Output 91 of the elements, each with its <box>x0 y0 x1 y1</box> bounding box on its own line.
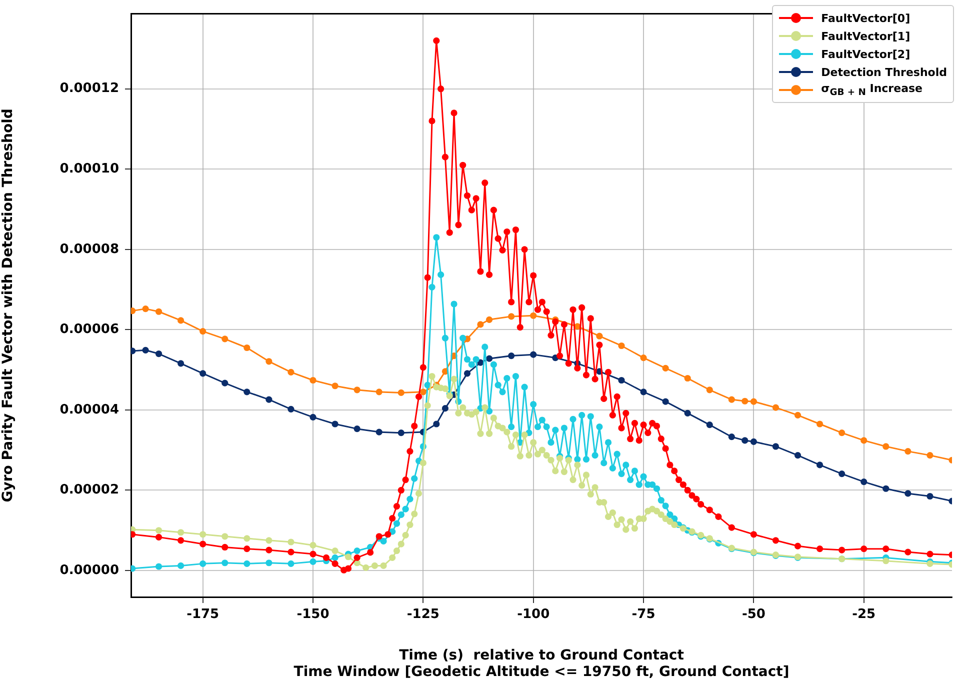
point <box>618 376 625 384</box>
point <box>728 396 735 403</box>
point <box>433 420 440 428</box>
y-tick-label: 0.00008 <box>60 242 119 257</box>
y-tick-label: 0.00012 <box>60 81 119 96</box>
y-tick-label: 0.00006 <box>60 322 119 338</box>
point <box>838 430 846 436</box>
point <box>442 405 449 412</box>
point <box>266 396 272 403</box>
point <box>684 410 691 416</box>
point <box>860 478 868 486</box>
point <box>882 485 890 492</box>
point <box>398 430 404 436</box>
x-axis-title: Time (s) relative to Ground Contact Time Window [Geodetic Altitude <= 19750 ft, Ground Contact] <box>294 647 790 680</box>
legend-label: FaultVector[2] <box>821 48 910 60</box>
y-tick-label: 0.00002 <box>60 482 119 498</box>
point <box>142 306 149 312</box>
point <box>508 313 515 320</box>
point <box>244 388 250 396</box>
point <box>464 370 471 377</box>
point <box>178 317 184 324</box>
point <box>332 420 338 428</box>
point <box>155 350 162 358</box>
point <box>640 354 647 362</box>
x-tick-label: -75 <box>632 607 656 622</box>
legend-label: Detection Threshold <box>821 66 947 78</box>
point <box>838 470 846 478</box>
point <box>860 437 868 444</box>
point <box>288 406 294 412</box>
y-axis-title: Gyro Parity Fault Vector with Detection Threshold <box>0 108 16 502</box>
x-tick-label: -175 <box>186 607 220 622</box>
point <box>706 386 713 394</box>
point <box>200 370 206 377</box>
point <box>816 420 824 428</box>
y-tick-label: 0.00010 <box>60 162 119 177</box>
point <box>750 398 757 405</box>
point <box>200 328 206 335</box>
point <box>904 490 912 497</box>
x-tick-label: -25 <box>852 607 876 622</box>
point <box>142 346 149 354</box>
point <box>530 312 537 319</box>
point <box>662 364 669 372</box>
point <box>288 368 294 376</box>
point <box>332 382 338 390</box>
point <box>486 316 493 323</box>
legend-label: FaultVector[0] <box>821 12 910 24</box>
point <box>486 355 493 362</box>
point <box>882 443 890 450</box>
point <box>477 321 484 328</box>
legend-label: FaultVector[1] <box>821 30 910 42</box>
point <box>310 414 316 420</box>
x-tick-label: -100 <box>517 607 550 622</box>
point <box>244 344 250 352</box>
point <box>530 351 537 358</box>
x-tick-label: -125 <box>406 607 440 622</box>
y-tick-label: 0.00000 <box>60 562 119 578</box>
point <box>354 386 360 394</box>
point <box>926 492 934 500</box>
point <box>266 358 272 365</box>
point <box>596 332 603 340</box>
point <box>376 388 382 396</box>
point <box>618 342 625 350</box>
point <box>222 380 228 386</box>
point <box>376 428 382 436</box>
point <box>706 422 713 428</box>
point <box>772 443 780 450</box>
x-tick-label: -150 <box>296 607 330 622</box>
point <box>728 434 735 440</box>
point <box>354 426 360 432</box>
point <box>794 452 802 459</box>
point <box>155 308 162 315</box>
point <box>750 438 757 445</box>
point <box>508 352 515 360</box>
point <box>662 398 669 405</box>
x-tick-label: -50 <box>742 607 766 622</box>
point <box>904 448 912 455</box>
point <box>310 376 316 384</box>
point <box>742 437 748 444</box>
point <box>742 398 748 404</box>
point <box>794 412 802 418</box>
point <box>684 374 691 382</box>
point <box>926 452 934 459</box>
point <box>420 388 426 396</box>
point <box>398 389 404 396</box>
point <box>222 336 228 342</box>
legend-label: σ$_{GB + N}$ Increase <box>821 82 922 98</box>
point <box>772 404 780 411</box>
point <box>640 388 647 396</box>
point <box>816 462 824 468</box>
y-tick-label: 0.00004 <box>60 402 119 418</box>
point <box>178 360 184 367</box>
